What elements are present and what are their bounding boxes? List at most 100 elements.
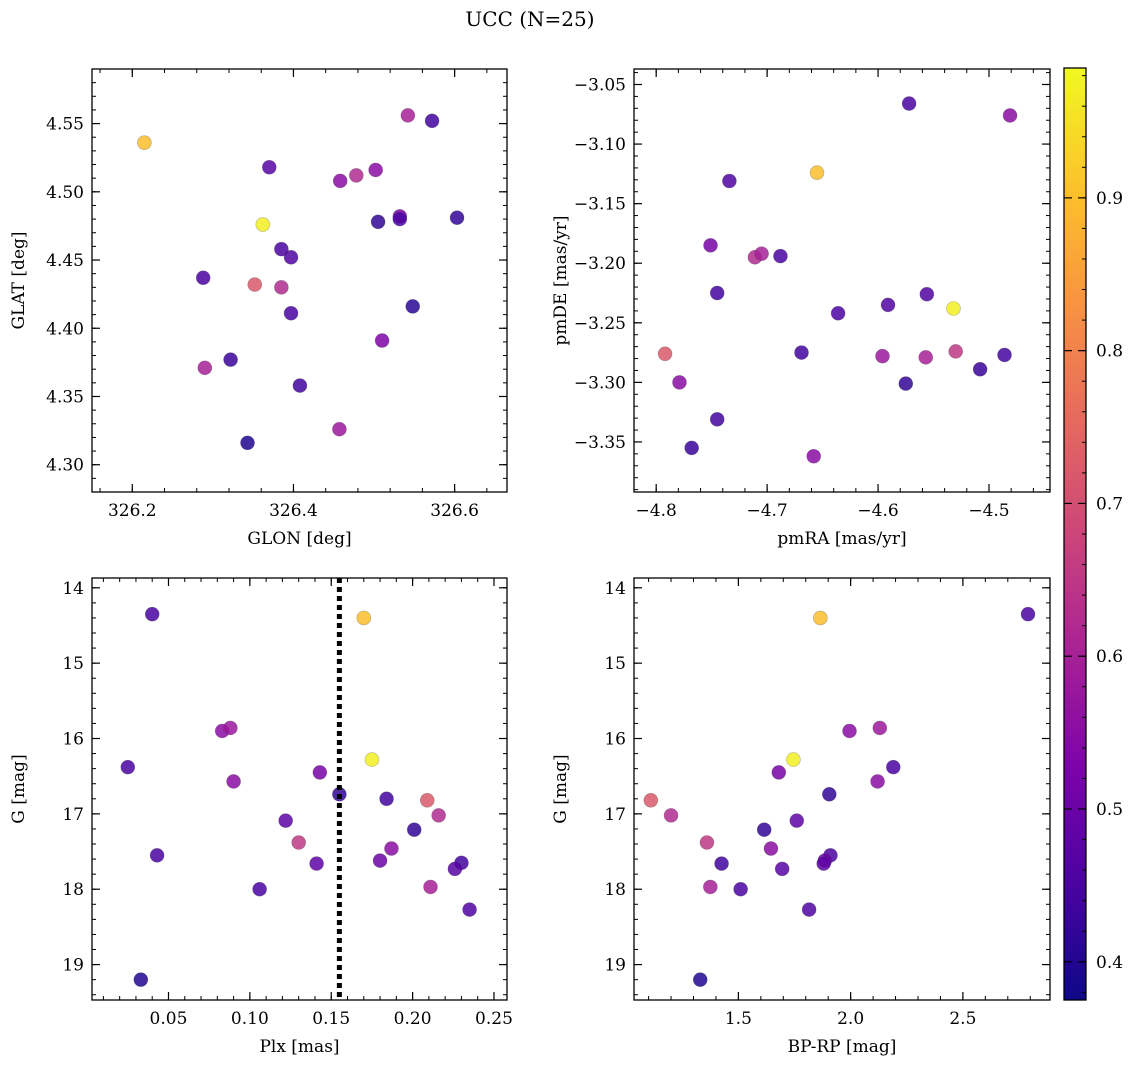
data-point [809, 165, 825, 180]
data-point [274, 241, 289, 257]
data-point [261, 159, 277, 175]
data-point [312, 765, 328, 780]
y-tick-label: −3.05 [574, 75, 626, 95]
colorbar-tick-label: 0.6 [1096, 647, 1123, 667]
data-point [120, 759, 136, 775]
data-point [223, 720, 238, 736]
data-point [806, 448, 822, 464]
x-axis-label: BP-RP [mag] [788, 1037, 897, 1057]
points-group [643, 606, 1036, 987]
data-point [1020, 606, 1036, 622]
data-point [830, 305, 846, 321]
data-point [449, 210, 465, 226]
x-tick-label: 2.0 [837, 1009, 864, 1029]
y-axis-label: GLAT [deg] [9, 231, 29, 329]
data-point [872, 720, 888, 736]
data-point [946, 301, 961, 316]
data-point [424, 113, 440, 129]
data-point [247, 277, 263, 292]
data-point [144, 606, 160, 622]
x-tick-label: 326.2 [108, 501, 157, 521]
data-point [733, 881, 748, 897]
data-point [773, 248, 788, 264]
y-tick-label: 17 [604, 805, 626, 825]
y-tick-label: 18 [604, 880, 626, 900]
data-point [643, 793, 659, 808]
data-point [195, 270, 211, 286]
data-point [898, 376, 914, 391]
data-point [714, 856, 729, 871]
axes-frame [633, 577, 1051, 1001]
data-point [919, 286, 935, 302]
y-tick-label: −3.10 [574, 135, 626, 155]
data-point [699, 835, 715, 850]
x-tick-label: 326.4 [269, 501, 318, 521]
colorbar-tick-label: 0.9 [1096, 189, 1123, 209]
points-group [120, 606, 477, 987]
data-point [149, 848, 165, 863]
data-point [292, 378, 308, 393]
y-tick-label: −3.15 [574, 195, 626, 215]
data-point [763, 841, 779, 856]
data-point [384, 841, 399, 856]
data-point [885, 759, 901, 775]
data-point [223, 352, 238, 367]
panels-group: 326.2 326.4 326.6 4.30 4.35 4.40 4.45 4.50 4.55 G… [9, 68, 1051, 1057]
data-point [880, 297, 896, 313]
data-point [709, 412, 725, 427]
y-tick-label: 4.30 [46, 456, 84, 476]
data-point [789, 813, 805, 828]
y-tick-label: 18 [62, 880, 84, 900]
y-tick-label: −3.35 [574, 433, 626, 453]
colorbar-tick-label: 0.4 [1096, 953, 1123, 973]
data-point [663, 808, 679, 823]
axes-frame [91, 68, 508, 493]
data-point [332, 173, 348, 189]
colorbar: 0.4 0.5 0.6 0.7 0.8 0.9 [1063, 67, 1123, 1001]
data-point [948, 344, 964, 359]
data-point [374, 333, 390, 348]
data-point [786, 752, 801, 767]
data-point [349, 168, 364, 183]
y-tick-label: 4.40 [46, 319, 84, 339]
data-point [379, 791, 394, 807]
y-tick-label: 4.35 [46, 387, 84, 407]
data-point [392, 211, 408, 227]
data-point [816, 856, 832, 871]
y-tick-label: −3.25 [574, 314, 626, 334]
data-point [356, 610, 372, 626]
scatter-panel-4: 1.5 2.0 2.5 14 15 16 17 18 19 BP-RP [mag] G [mag] [551, 577, 1051, 1057]
scatter-panel-2: −4.8 −4.7 −4.6 −4.5 −3.35 −3.30 −3.25 −3.20 −3.1… [551, 68, 1051, 549]
y-axis-label: G [mag] [9, 754, 29, 823]
data-point [447, 861, 463, 877]
figure-title: UCC (N=25) [465, 7, 594, 31]
data-point [423, 879, 438, 895]
y-tick-label: −3.20 [574, 254, 626, 274]
data-point [278, 813, 293, 828]
data-point [370, 214, 386, 230]
y-tick-label: −3.30 [574, 373, 626, 393]
scatter-panel-3: 0.05 0.10 0.15 0.20 0.25 14 15 16 17 18 19 Plx [mas… [9, 577, 513, 1057]
data-point [291, 835, 306, 850]
data-point [405, 299, 421, 314]
data-point [274, 280, 289, 295]
data-point [692, 972, 708, 987]
x-tick-label: 0.20 [394, 1009, 432, 1029]
data-point [709, 285, 725, 301]
data-point [252, 881, 267, 897]
x-axis-label: Plx [mas] [259, 1037, 339, 1057]
data-point [197, 360, 213, 376]
points-group [657, 96, 1018, 464]
data-point [372, 853, 388, 868]
data-point [997, 347, 1012, 363]
y-tick-label: 17 [62, 805, 84, 825]
x-axis-label: pmRA [mas/yr] [777, 529, 906, 549]
data-point [918, 350, 934, 365]
colorbar-tick-label: 0.5 [1096, 800, 1123, 820]
data-point [332, 421, 347, 437]
data-point [672, 375, 687, 390]
data-point [255, 217, 271, 232]
data-point [364, 752, 380, 767]
x-tick-label: 0.05 [150, 1009, 188, 1029]
